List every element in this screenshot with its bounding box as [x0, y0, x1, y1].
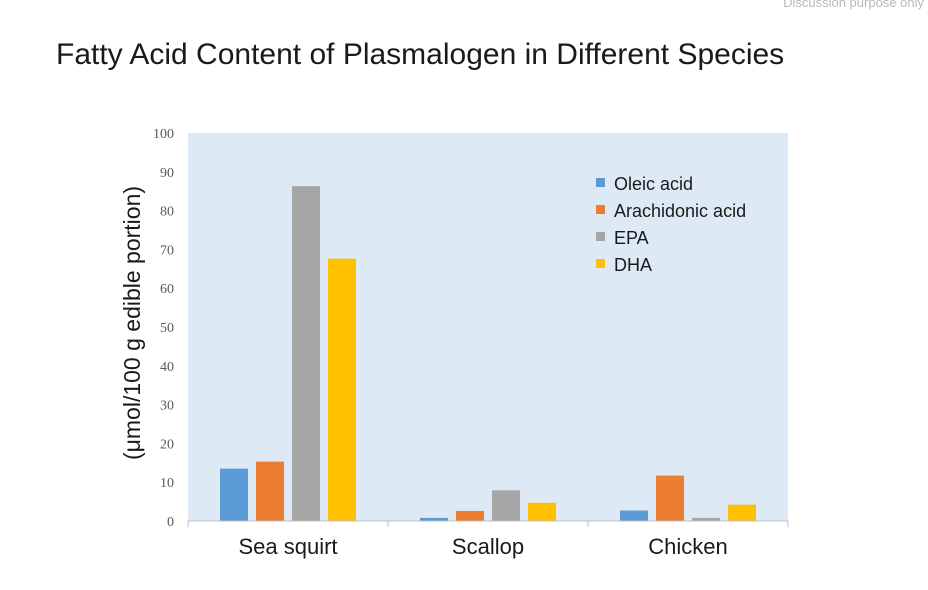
- legend-label: DHA: [614, 255, 652, 275]
- legend-label: Arachidonic acid: [614, 201, 746, 221]
- bar: [420, 517, 448, 521]
- bars: [220, 186, 756, 521]
- legend-swatch: [596, 178, 605, 187]
- bar: [656, 475, 684, 521]
- bar: [292, 186, 320, 521]
- y-tick-label: 50: [160, 321, 174, 336]
- y-tick-label: 40: [160, 360, 174, 375]
- y-tick-label: 80: [160, 205, 174, 220]
- x-category-label: Sea squirt: [238, 534, 337, 559]
- x-category-label: Scallop: [452, 534, 524, 559]
- legend-label: EPA: [614, 228, 649, 248]
- y-tick-label: 70: [160, 243, 174, 258]
- bar: [528, 502, 556, 521]
- x-category-label: Chicken: [648, 534, 727, 559]
- y-tick-label: 20: [160, 437, 174, 452]
- chart-title: Fatty Acid Content of Plasmalogen in Dif…: [56, 38, 785, 71]
- y-axis-label: (μmol/100 g edible portion): [119, 186, 145, 460]
- bar: [692, 517, 720, 521]
- bar: [328, 258, 356, 521]
- plot-area: [188, 133, 788, 521]
- bar: [728, 504, 756, 521]
- y-tick-label: 100: [153, 127, 174, 142]
- bar: [456, 510, 484, 521]
- y-tick-label: 0: [167, 515, 174, 530]
- legend-label: Oleic acid: [614, 174, 693, 194]
- x-axis-categories: Sea squirt Scallop Chicken: [187, 521, 789, 559]
- bar: [256, 461, 284, 521]
- y-axis-ticks: 0 10 20 30 40 50 60 70 80 90 100: [153, 127, 174, 530]
- bar: [220, 468, 248, 521]
- y-tick-label: 90: [160, 166, 174, 181]
- watermark-text: Discussion purpose only: [783, 0, 924, 10]
- bar: [492, 490, 520, 521]
- legend-swatch: [596, 259, 605, 268]
- y-tick-label: 10: [160, 476, 174, 491]
- legend-swatch: [596, 205, 605, 214]
- y-tick-label: 30: [160, 399, 174, 414]
- y-tick-label: 60: [160, 282, 174, 297]
- legend: Oleic acid Arachidonic acid EPA DHA: [596, 174, 746, 275]
- bar: [620, 510, 648, 521]
- legend-swatch: [596, 232, 605, 241]
